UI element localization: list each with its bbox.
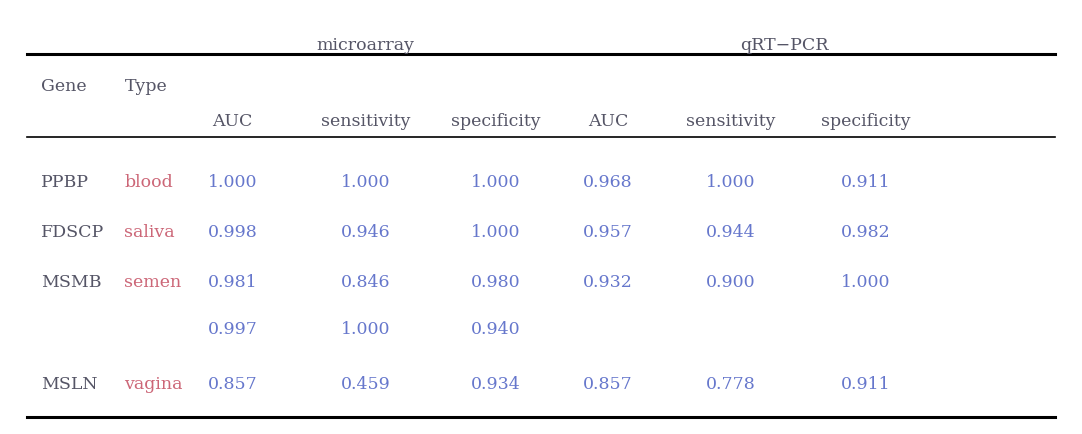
Text: Type: Type bbox=[124, 78, 168, 95]
Text: 0.944: 0.944 bbox=[705, 224, 755, 241]
Text: sensitivity: sensitivity bbox=[321, 113, 410, 130]
Text: 1.000: 1.000 bbox=[341, 321, 391, 339]
Text: 1.000: 1.000 bbox=[705, 174, 755, 191]
Text: 1.000: 1.000 bbox=[341, 174, 391, 191]
Text: Gene: Gene bbox=[41, 78, 87, 95]
Text: 0.778: 0.778 bbox=[705, 375, 755, 393]
Text: qRT−PCR: qRT−PCR bbox=[740, 37, 829, 54]
Text: 0.911: 0.911 bbox=[841, 174, 890, 191]
Text: MSLN: MSLN bbox=[41, 375, 97, 393]
Text: AUC: AUC bbox=[212, 113, 253, 130]
Text: 0.932: 0.932 bbox=[583, 273, 633, 291]
Text: MSMB: MSMB bbox=[41, 273, 102, 291]
Text: vagina: vagina bbox=[124, 375, 183, 393]
Text: specificity: specificity bbox=[451, 113, 540, 130]
Text: 0.857: 0.857 bbox=[583, 375, 633, 393]
Text: 1.000: 1.000 bbox=[841, 273, 890, 291]
Text: 0.846: 0.846 bbox=[341, 273, 391, 291]
Text: 0.459: 0.459 bbox=[341, 375, 391, 393]
Text: semen: semen bbox=[124, 273, 182, 291]
Text: 0.982: 0.982 bbox=[841, 224, 890, 241]
Text: microarray: microarray bbox=[317, 37, 414, 54]
Text: 0.981: 0.981 bbox=[208, 273, 258, 291]
Text: 1.000: 1.000 bbox=[471, 174, 520, 191]
Text: specificity: specificity bbox=[821, 113, 910, 130]
Text: 0.997: 0.997 bbox=[208, 321, 258, 339]
Text: FDSCP: FDSCP bbox=[41, 224, 104, 241]
Text: sensitivity: sensitivity bbox=[686, 113, 775, 130]
Text: 0.857: 0.857 bbox=[208, 375, 258, 393]
Text: 1.000: 1.000 bbox=[471, 224, 520, 241]
Text: 0.911: 0.911 bbox=[841, 375, 890, 393]
Text: 0.957: 0.957 bbox=[583, 224, 633, 241]
Text: PPBP: PPBP bbox=[41, 174, 89, 191]
Text: 0.946: 0.946 bbox=[341, 224, 391, 241]
Text: 0.940: 0.940 bbox=[471, 321, 520, 339]
Text: 0.900: 0.900 bbox=[705, 273, 755, 291]
Text: 1.000: 1.000 bbox=[208, 174, 258, 191]
Text: 0.998: 0.998 bbox=[208, 224, 258, 241]
Text: 0.968: 0.968 bbox=[583, 174, 633, 191]
Text: AUC: AUC bbox=[588, 113, 629, 130]
Text: blood: blood bbox=[124, 174, 173, 191]
Text: saliva: saliva bbox=[124, 224, 175, 241]
Text: 0.980: 0.980 bbox=[471, 273, 520, 291]
Text: 0.934: 0.934 bbox=[471, 375, 520, 393]
